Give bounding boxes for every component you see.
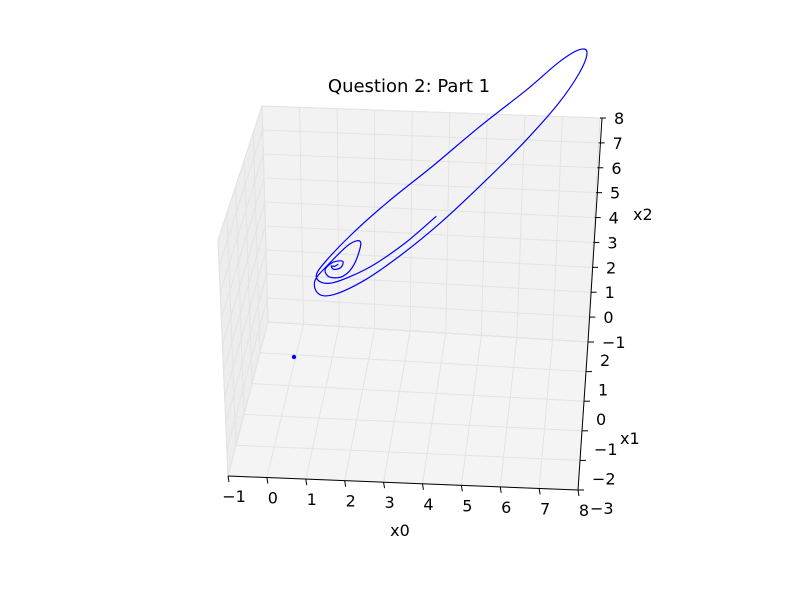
- y-tick-label: 2: [600, 351, 610, 370]
- x-tick: [460, 485, 463, 492]
- x-axis-line: [227, 475, 579, 491]
- x-tick: [383, 482, 386, 489]
- y-gridline: [235, 186, 245, 415]
- z-gridline: [261, 105, 601, 119]
- z-gridline: [266, 273, 591, 293]
- z-gridline: [264, 201, 595, 219]
- x-tick-label: 6: [501, 498, 511, 517]
- x-gridline: [421, 333, 447, 484]
- z-gridline: [267, 321, 589, 343]
- z-tick-label: 5: [610, 184, 620, 203]
- x-tick-label: −1: [222, 487, 246, 506]
- z-gridline: [218, 129, 264, 267]
- x-gridline: [516, 115, 526, 338]
- z-gridline: [226, 297, 268, 450]
- floor-pane: [227, 321, 589, 491]
- x-tick: [305, 479, 308, 486]
- axis-lines: [227, 117, 603, 491]
- x-gridline: [499, 337, 518, 487]
- x-tick-label: 3: [384, 493, 394, 512]
- y-tick-label: −3: [590, 499, 614, 518]
- x-tick: [344, 480, 347, 487]
- x-tick-label: 0: [268, 489, 278, 508]
- series-trajectory: [313, 48, 588, 297]
- z-tick-label: 4: [609, 209, 619, 228]
- z-gridline: [217, 105, 263, 241]
- y-gridline: [235, 444, 581, 461]
- z-gridline: [224, 249, 267, 398]
- x-tick-label: 8: [579, 501, 589, 520]
- x-gridline: [551, 116, 563, 340]
- x-tick-label: 4: [423, 495, 433, 514]
- x-tick: [421, 483, 424, 490]
- z-tick-label: 0: [603, 308, 613, 327]
- z-gridline: [219, 153, 264, 293]
- x-tick: [499, 486, 502, 493]
- x-tick-label: 1: [307, 490, 317, 509]
- x-gridline: [344, 328, 376, 481]
- y-gridline: [251, 383, 585, 402]
- y-gridline: [243, 159, 253, 384]
- x-gridline: [409, 111, 413, 331]
- x-gridline: [383, 330, 411, 483]
- z-gridline: [263, 177, 597, 194]
- y-tick-label: −2: [592, 469, 616, 488]
- z-gridline: [221, 201, 266, 346]
- y-axis-label: x1: [620, 429, 640, 448]
- z-gridline: [227, 321, 269, 477]
- attractor-center-marker: [291, 354, 297, 360]
- z-axis-label: x2: [633, 205, 653, 224]
- x-gridline: [305, 326, 340, 480]
- z-tick-label: 1: [605, 283, 615, 302]
- x-axis-label: x0: [390, 521, 410, 540]
- z-gridline: [267, 297, 590, 318]
- x-tick-label: 2: [346, 492, 356, 511]
- z-gridline: [223, 225, 266, 372]
- x-tick: [538, 488, 541, 495]
- x-tick-label: 7: [540, 499, 550, 518]
- y-tick-label: 0: [596, 410, 606, 429]
- x-gridline: [266, 324, 305, 478]
- z-tick-label: 6: [611, 159, 621, 178]
- z-gridline: [225, 273, 268, 424]
- z-tick-label: 7: [613, 134, 623, 153]
- chart-title: Question 2: Part 1: [328, 76, 490, 97]
- y-gridline: [261, 105, 269, 323]
- x-gridline: [299, 107, 305, 325]
- x-gridline: [336, 108, 340, 327]
- y-gridline: [226, 213, 237, 446]
- y-gridline: [217, 239, 229, 477]
- z-tick-label: 2: [606, 258, 616, 277]
- z-tick-label: −1: [602, 333, 626, 352]
- z-gridline: [265, 249, 593, 268]
- y-axis-line: [577, 341, 589, 491]
- z-gridline: [220, 177, 265, 319]
- tick-marks: [227, 117, 606, 497]
- x-tick: [227, 475, 230, 483]
- y-gridline: [243, 413, 583, 432]
- z-tick-label: 3: [607, 233, 617, 252]
- z-tick-label: 8: [614, 109, 624, 128]
- y-tick-label: 1: [598, 381, 608, 400]
- z-axis-line: [587, 117, 603, 343]
- z-gridline: [265, 225, 594, 243]
- y-tick-label: −1: [594, 440, 618, 459]
- y-gridline: [252, 132, 261, 353]
- x-gridline: [480, 113, 488, 336]
- x-tick: [266, 477, 269, 484]
- x-gridline: [445, 112, 451, 334]
- x-gridline: [460, 335, 482, 486]
- x-tick: [577, 489, 580, 497]
- z-gridline: [262, 129, 599, 144]
- x-tick-label: 5: [462, 496, 472, 515]
- y-gridline: [259, 352, 587, 373]
- x-gridline: [538, 339, 553, 489]
- z-gridline: [263, 153, 598, 169]
